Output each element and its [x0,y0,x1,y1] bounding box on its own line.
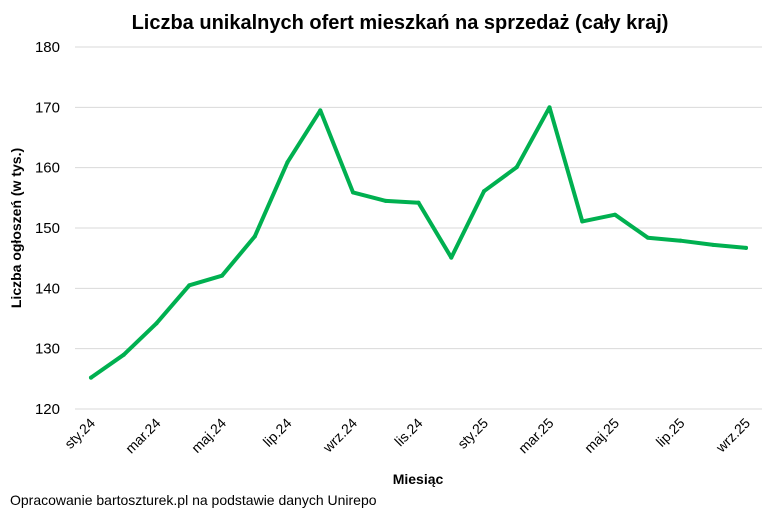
y-tick-label: 160 [35,160,60,177]
data-point [416,200,421,205]
data-point [645,235,650,240]
x-tick-label: sty.25 [454,415,491,452]
x-tick-label: lip.24 [260,415,295,450]
x-axis-ticks: sty.24 mar.24 maj.24 lip.24 wrz.24 lis.24 sty.… [61,415,753,457]
data-point [711,242,716,247]
y-tick-label: 120 [35,401,60,418]
y-tick-label: 180 [35,39,60,56]
data-point [121,352,126,357]
data-point [547,105,552,110]
y-tick-label: 130 [35,341,60,358]
x-tick-label: mar.24 [122,415,164,457]
x-tick-label: lip.25 [653,415,688,450]
data-point [154,321,159,326]
data-point [318,108,323,113]
y-tick-label: 170 [35,99,60,116]
source-note: Opracowanie bartoszturek.pl na podstawie… [10,492,377,508]
data-point [252,234,257,239]
x-tick-label: lis.24 [391,415,426,450]
y-tick-label: 140 [35,280,60,297]
data-point [220,273,224,278]
x-axis-title: Miesiąc [393,471,444,487]
y-tick-label: 150 [35,220,60,237]
data-point [285,160,290,165]
data-point [89,375,93,380]
y-axis-title: Liczba ogłoszeń (w tys.) [8,148,24,308]
series-line [89,105,748,380]
series-layer [89,105,748,380]
data-point [482,189,486,194]
gridlines [75,46,762,410]
y-axis-ticks: 120 130 140 150 160 170 180 [35,39,60,418]
data-point [514,165,519,170]
x-tick-label: maj.25 [581,415,622,456]
x-tick-label: sty.24 [61,415,98,452]
x-tick-label: wrz.25 [712,415,753,456]
data-point [744,245,748,250]
data-point [383,198,388,203]
x-tick-label: maj.24 [188,415,229,456]
data-point [449,255,454,260]
data-point [580,219,585,224]
data-point [678,238,683,243]
chart-title: Liczba unikalnych ofert mieszkań na sprz… [132,12,669,34]
x-tick-label: wrz.24 [319,415,360,456]
data-point [187,283,192,288]
data-point [613,212,617,217]
data-point [351,190,355,195]
x-tick-label: mar.25 [515,415,557,457]
